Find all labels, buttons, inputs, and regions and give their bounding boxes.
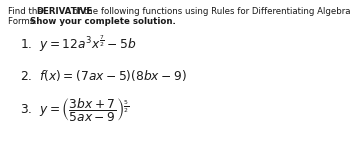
Text: 3.  $y = \left(\dfrac{3bx+7}{5ax-9}\right)^{\frac{5}{2}}$: 3. $y = \left(\dfrac{3bx+7}{5ax-9}\right… — [20, 96, 130, 123]
Text: of the following functions using Rules for Differentiating Algebraic: of the following functions using Rules f… — [70, 7, 350, 16]
Text: Forms.: Forms. — [8, 17, 40, 26]
Text: DERIVATIVE: DERIVATIVE — [36, 7, 92, 16]
Text: 1.  $y = 12a^3x^{\frac{7}{2}} - 5b$: 1. $y = 12a^3x^{\frac{7}{2}} - 5b$ — [20, 34, 136, 54]
Text: 2.  $f(x) = (7ax-5)(8bx-9)$: 2. $f(x) = (7ax-5)(8bx-9)$ — [20, 68, 187, 83]
Text: Find the: Find the — [8, 7, 46, 16]
Text: Show your complete solution.: Show your complete solution. — [30, 17, 176, 26]
